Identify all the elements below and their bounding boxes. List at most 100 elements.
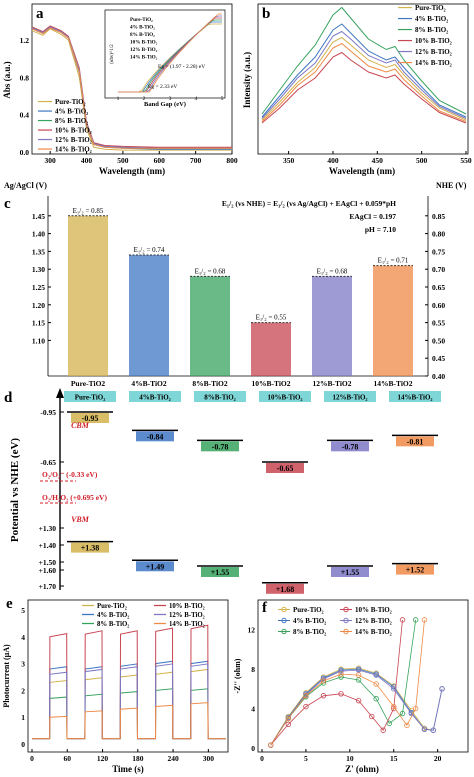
panel-e-x-ticks: 0 60 120 180 240 300 xyxy=(30,749,214,763)
legend-entry: 4% B-TiO₂ xyxy=(97,612,129,619)
panel-d-header-box xyxy=(389,391,441,402)
panel-f-point xyxy=(439,686,445,692)
panel-c-right-tick-label: 0.85 xyxy=(432,212,445,221)
panel-d-header: 14%B-TiO₂ xyxy=(397,394,432,402)
panel-d-header-box xyxy=(259,391,311,402)
panel-f-y-tick-label: 8 xyxy=(251,665,255,674)
panel-b-letter: b xyxy=(262,6,270,22)
panel-c-right-tick-label: 0.70 xyxy=(432,265,445,274)
panel-f-letter: f xyxy=(262,600,268,616)
panel-b-frame xyxy=(257,3,469,155)
panel-c-left-tick-label: 1.40 xyxy=(32,230,45,239)
panel-d-vb-box xyxy=(396,564,434,575)
panel-a-inset-legend-entry: 8% B-TiO₂ xyxy=(130,32,155,38)
panel-e: e 0 60 120 180 240 300 0 1 2 3 4 5 Time (s) Photoc… xyxy=(2,596,229,774)
panel-d-cb-box xyxy=(201,441,239,452)
legend-entry: 14% B-TiO₂ xyxy=(55,146,92,154)
panel-f-point xyxy=(391,686,397,692)
panel-c-bar-label: E₁/₂ = 0.68 xyxy=(317,267,348,275)
panel-c-left-tick-label: 1.15 xyxy=(32,319,45,328)
panel-f-point xyxy=(320,693,327,699)
panel-f-point xyxy=(391,703,397,710)
panel-f-point xyxy=(355,697,362,704)
legend-entry: Pure-TiO₂ xyxy=(293,606,324,614)
panel-d-vb-value: +1.55 xyxy=(341,568,360,577)
panel-d-y-tick-label: -0.95 xyxy=(40,408,56,417)
panel-f-point xyxy=(404,722,410,729)
panel-f-point xyxy=(268,742,274,748)
panel-a-inset-x-tick: 4 xyxy=(195,96,198,102)
panel-e-x-tick-label: 0 xyxy=(30,754,34,763)
panel-f-y-tick-label: 4 xyxy=(251,705,255,714)
panel-d-o2-label: O₂/O₂⁻ (-0.33 eV) xyxy=(42,470,98,479)
panel-b-series xyxy=(261,6,467,124)
panel-c-category: 8%B-TiO2 xyxy=(192,379,228,388)
panel-c-bar-label: E₁/₂ = 0.68 xyxy=(195,267,226,275)
panel-e-line xyxy=(32,702,226,740)
panel-a-series xyxy=(31,25,232,151)
legend-entry: 10% B-TiO₂ xyxy=(355,606,392,614)
panel-a-inset-legend-entry: 14% B-TiO₂ xyxy=(130,55,158,61)
panel-f-x-tick-label: 20 xyxy=(434,754,442,763)
legend-entry: 10% B-TiO₂ xyxy=(169,603,205,610)
panel-d-cb-box xyxy=(266,463,304,473)
panel-c-bar xyxy=(312,276,352,376)
panel-e-x-tick-label: 60 xyxy=(64,754,72,763)
legend-entry: 4% B-TiO₂ xyxy=(55,108,88,116)
legend-entry: 12% B-TiO₂ xyxy=(355,617,392,625)
panel-b: b 350 400 450 500 550 Wavelength (nm) Intens… xyxy=(242,3,472,176)
panel-a-y-tick-label: 0.4 xyxy=(20,111,30,120)
panel-d-vb-value: +1.55 xyxy=(211,568,230,577)
panel-a-inset-series xyxy=(118,13,222,93)
panel-a-inset-legend-entry: 12% B-TiO₂ xyxy=(130,47,158,53)
panel-a-x-tick-label: 800 xyxy=(226,156,238,165)
panel-a-inset-legend-entry: 10% B-TiO₂ xyxy=(130,40,158,46)
panel-e-line xyxy=(32,624,226,740)
panel-f-legend: Pure-TiO₂ 10% B-TiO₂ 4% B-TiO₂ 12% B-TiO₂ 8%… xyxy=(278,606,392,636)
panel-d-cb-box xyxy=(71,413,109,423)
panel-e-y-ticks: 0 1 2 3 4 5 xyxy=(21,606,25,749)
panel-d-y-tick-label: +1.40 xyxy=(39,541,57,550)
legend-marker xyxy=(281,628,287,635)
panel-a-inset-ylabel: (αhν)^1/2 xyxy=(110,44,115,64)
panel-f-point xyxy=(303,693,309,699)
panel-c-left-tick-label: 1.10 xyxy=(32,336,45,345)
panel-c-ph: pH = 7.10 xyxy=(365,225,396,234)
panel-a-x-ticks: 300 400 500 600 700 800 xyxy=(45,151,238,165)
panel-b-ylabel: Intensity (a.u.) xyxy=(242,52,252,108)
panel-d-cb-value: -0.78 xyxy=(212,442,229,451)
panel-d-y-tick-label: +1.60 xyxy=(39,566,57,575)
panel-d-vb-value: +1.52 xyxy=(406,566,425,575)
legend-marker xyxy=(281,606,287,613)
panel-f: f 0 5 10 15 20 0 4 8 12 Z' (ohm) -Z'' (ohm) Pur… xyxy=(233,599,469,774)
panel-f-line xyxy=(270,619,403,746)
panel-a-x-tick-label: 700 xyxy=(190,156,202,165)
panel-c-bar xyxy=(190,276,230,376)
panel-f-frame xyxy=(257,599,469,753)
panel-c: Ag/AgCl (V) NHE (V) c 1.451.401.351.301.… xyxy=(4,181,467,388)
panel-f-point xyxy=(412,705,419,712)
legend-entry: Pure-TiO₂ xyxy=(97,603,127,610)
panel-d-header-box xyxy=(194,391,246,402)
panel-b-xlabel: Wavelength (nm) xyxy=(329,166,395,176)
legend-marker xyxy=(343,617,349,624)
panel-d-vb-value: +1.68 xyxy=(276,585,295,594)
legend-entry: 14% B-TiO₂ xyxy=(415,59,452,67)
panel-d-cb-value: -0.65 xyxy=(277,464,294,473)
panel-d-cb-value: -0.84 xyxy=(147,432,164,441)
legend-entry: 14% B-TiO₂ xyxy=(355,628,392,636)
legend-entry: 10% B-TiO₂ xyxy=(415,37,452,45)
panel-f-point xyxy=(338,691,344,697)
panel-b-line xyxy=(261,36,467,121)
panel-f-line xyxy=(270,667,443,746)
panel-c-right-tick-label: 0.60 xyxy=(432,301,445,310)
panel-c-left-axis-title: Ag/AgCl (V) xyxy=(4,181,47,190)
panel-b-x-ticks: 350 400 450 500 550 xyxy=(283,151,472,165)
panel-b-line xyxy=(261,23,467,118)
panel-d-y-tick-label: -0.65 xyxy=(40,458,56,467)
panel-e-x-tick-label: 180 xyxy=(132,754,144,763)
panel-c-bar xyxy=(251,322,291,376)
panel-e-xlabel: Time (s) xyxy=(112,764,144,774)
panel-c-right-tick-label: 0.40 xyxy=(432,372,445,381)
